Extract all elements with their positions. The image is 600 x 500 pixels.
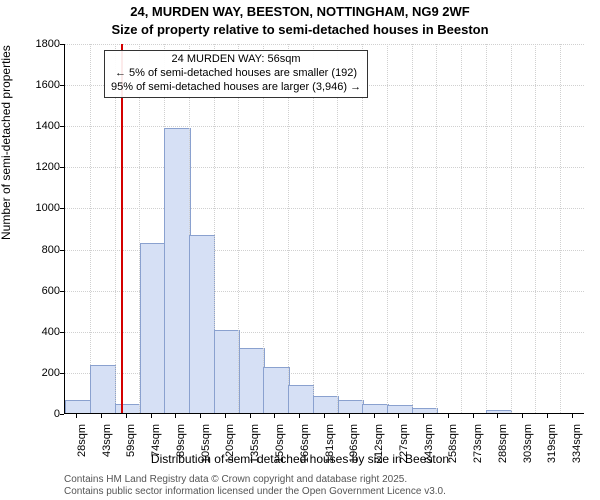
gridline-v: [387, 44, 388, 413]
x-tick-mark: [547, 414, 548, 418]
y-tick-mark: [60, 44, 64, 45]
credits-block: Contains HM Land Registry data © Crown c…: [64, 474, 446, 498]
x-tick-mark: [76, 414, 77, 418]
x-tick-mark: [572, 414, 573, 418]
gridline-h: [65, 44, 584, 45]
gridline-v: [486, 44, 487, 413]
histogram-bar: [164, 128, 190, 413]
y-tick-label: 1800: [36, 38, 60, 50]
histogram-bar: [65, 400, 91, 413]
y-tick-mark: [60, 167, 64, 168]
gridline-v: [115, 44, 116, 413]
x-tick-mark: [126, 414, 127, 418]
histogram-bar: [338, 400, 364, 413]
y-tick-label: 800: [42, 244, 60, 256]
annotation-line1: 24 MURDEN WAY: 56sqm: [111, 53, 361, 67]
x-axis-label: Distribution of semi-detached houses by …: [0, 452, 600, 466]
y-tick-mark: [60, 414, 64, 415]
y-tick-mark: [60, 85, 64, 86]
histogram-bar: [90, 365, 116, 413]
credits-line1: Contains HM Land Registry data © Crown c…: [64, 474, 446, 486]
gridline-v: [511, 44, 512, 413]
histogram-bar: [412, 408, 438, 413]
x-tick-mark: [175, 414, 176, 418]
x-tick-mark: [349, 414, 350, 418]
x-tick-mark: [200, 414, 201, 418]
x-tick-mark: [398, 414, 399, 418]
annotation-line3: 95% of semi-detached houses are larger (…: [111, 81, 361, 95]
y-tick-label: 1400: [36, 120, 60, 132]
x-tick-mark: [151, 414, 152, 418]
y-tick-label: 1000: [36, 202, 60, 214]
x-tick-mark: [473, 414, 474, 418]
x-tick-mark: [101, 414, 102, 418]
y-tick-label: 600: [42, 285, 60, 297]
chart-container: 24, MURDEN WAY, BEESTON, NOTTINGHAM, NG9…: [0, 0, 600, 500]
histogram-bar: [288, 385, 314, 413]
y-tick-label: 1200: [36, 161, 60, 173]
plot-area: 24 MURDEN WAY: 56sqm← 5% of semi-detache…: [64, 44, 584, 414]
gridline-v: [313, 44, 314, 413]
histogram-bar: [140, 243, 166, 413]
histogram-bar: [115, 404, 141, 413]
gridline-v: [412, 44, 413, 413]
gridline-h: [65, 167, 584, 168]
x-tick-mark: [448, 414, 449, 418]
gridline-v: [288, 44, 289, 413]
gridline-v: [560, 44, 561, 413]
credits-line2: Contains public sector information licen…: [64, 486, 446, 498]
gridline-v: [337, 44, 338, 413]
annotation-box: 24 MURDEN WAY: 56sqm← 5% of semi-detache…: [104, 50, 368, 98]
x-tick-mark: [497, 414, 498, 418]
y-tick-label: 1600: [36, 79, 60, 91]
y-axis-label: Number of semi-detached properties: [0, 45, 13, 240]
y-tick-label: 400: [42, 326, 60, 338]
histogram-bar: [387, 405, 413, 413]
gridline-v: [90, 44, 91, 413]
gridline-v: [461, 44, 462, 413]
y-tick-mark: [60, 126, 64, 127]
y-tick-label: 200: [42, 367, 60, 379]
gridline-v: [362, 44, 363, 413]
x-tick-mark: [324, 414, 325, 418]
reference-line: [121, 44, 123, 413]
gridline-h: [65, 126, 584, 127]
y-tick-mark: [60, 291, 64, 292]
x-tick-mark: [522, 414, 523, 418]
histogram-bar: [189, 235, 215, 413]
gridline-h: [65, 208, 584, 209]
histogram-bar: [239, 348, 265, 413]
x-tick-mark: [423, 414, 424, 418]
x-tick-mark: [250, 414, 251, 418]
y-tick-mark: [60, 208, 64, 209]
y-tick-mark: [60, 250, 64, 251]
annotation-line2: ← 5% of semi-detached houses are smaller…: [111, 67, 361, 81]
y-tick-mark: [60, 332, 64, 333]
gridline-v: [436, 44, 437, 413]
x-tick-mark: [374, 414, 375, 418]
histogram-bar: [214, 330, 240, 413]
histogram-bar: [263, 367, 289, 413]
histogram-bar: [362, 404, 388, 413]
chart-title-line2: Size of property relative to semi-detach…: [0, 22, 600, 37]
histogram-bar: [313, 396, 339, 413]
x-tick-mark: [225, 414, 226, 418]
y-tick-mark: [60, 373, 64, 374]
gridline-v: [263, 44, 264, 413]
x-tick-mark: [274, 414, 275, 418]
gridline-v: [535, 44, 536, 413]
histogram-bar: [486, 410, 512, 413]
x-tick-mark: [299, 414, 300, 418]
chart-title-line1: 24, MURDEN WAY, BEESTON, NOTTINGHAM, NG9…: [0, 4, 600, 19]
